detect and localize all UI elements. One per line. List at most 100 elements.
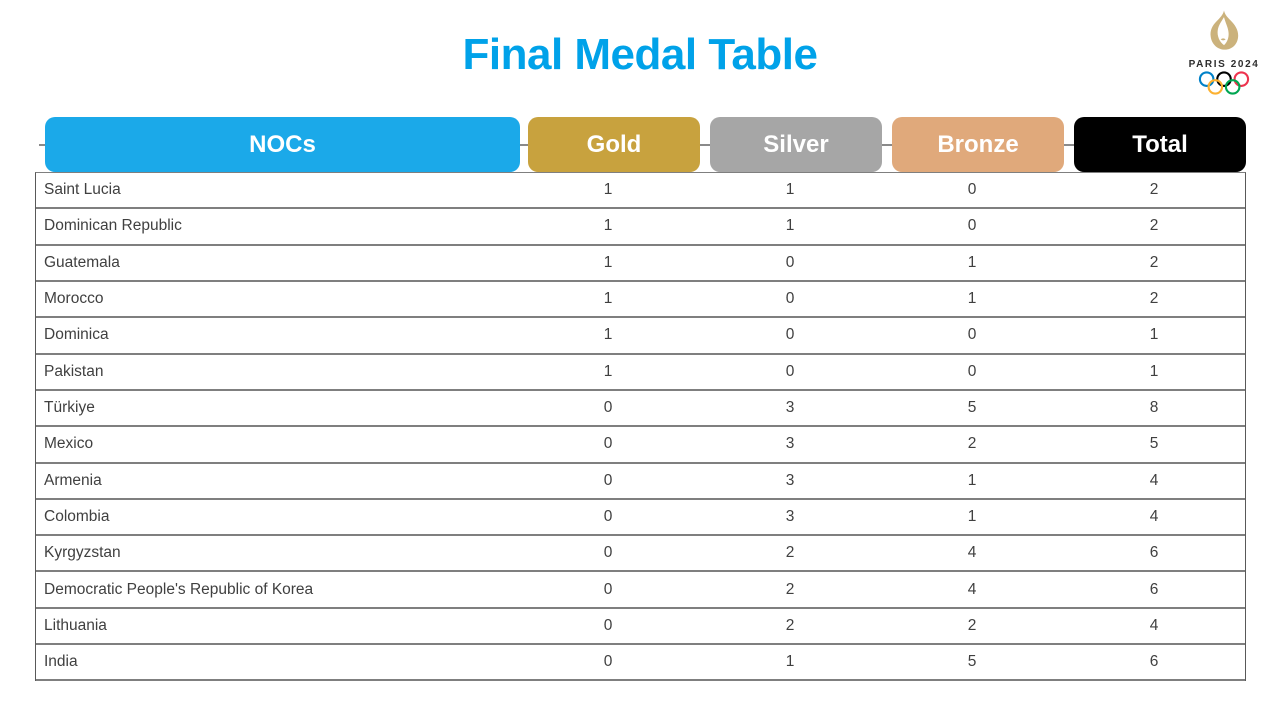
- table-row: Armenia 0 3 1 4: [36, 463, 1245, 500]
- cell-noc-name: Mexico: [44, 435, 94, 453]
- cell-gold-count: 0: [603, 544, 613, 562]
- header-cell-gold: Gold: [518, 117, 700, 172]
- cell-silver-count: 3: [785, 399, 795, 417]
- header-cell-bronze: Bronze: [882, 117, 1064, 172]
- cell-silver-count: 0: [785, 362, 795, 380]
- cell-bronze-count: 0: [967, 217, 977, 235]
- cell-total-count: 6: [1149, 544, 1159, 562]
- paris-2024-logo: PARIS 2024: [1182, 8, 1266, 97]
- cell-bronze-count: 1: [967, 290, 977, 308]
- cell-noc-name: Lithuania: [44, 616, 107, 634]
- cell-total-count: 2: [1149, 290, 1159, 308]
- paris-2024-flame-emblem-icon: [1210, 10, 1239, 50]
- cell-total-count: 2: [1149, 181, 1159, 199]
- header-silver: Silver: [710, 117, 882, 172]
- cell-bronze-count: 1: [967, 471, 977, 489]
- table-row: Democratic People's Republic of Korea 0 …: [36, 572, 1245, 609]
- cell-gold-count: 1: [603, 253, 613, 271]
- cell-total-count: 4: [1149, 616, 1159, 634]
- cell-bronze-count: 5: [967, 399, 977, 417]
- header-bronze: Bronze: [892, 117, 1064, 172]
- cell-gold-count: 0: [603, 580, 613, 598]
- cell-bronze-count: 4: [967, 544, 977, 562]
- table-row: Kyrgyzstan 0 2 4 6: [36, 536, 1245, 573]
- table-row: Dominican Republic 1 1 0 2: [36, 209, 1245, 246]
- cell-silver-count: 0: [785, 326, 795, 344]
- header-gold: Gold: [528, 117, 700, 172]
- table-row: Türkiye 0 3 5 8: [36, 390, 1245, 428]
- cell-gold-count: 0: [603, 435, 613, 453]
- cell-total-count: 1: [1149, 362, 1159, 380]
- cell-gold-count: 1: [603, 326, 613, 344]
- cell-gold-count: 1: [603, 181, 613, 199]
- cell-noc-name: Colombia: [44, 507, 110, 525]
- cell-silver-count: 1: [785, 653, 795, 671]
- cell-total-count: 4: [1149, 471, 1159, 489]
- cell-silver-count: 3: [785, 507, 795, 525]
- cell-silver-count: 1: [785, 181, 795, 199]
- cell-bronze-count: 1: [967, 253, 977, 271]
- cell-silver-count: 0: [785, 290, 795, 308]
- header-cell-total: Total: [1064, 117, 1246, 172]
- cell-silver-count: 0: [785, 253, 795, 271]
- cell-total-count: 2: [1149, 217, 1159, 235]
- table-row: Saint Lucia 1 1 0 2: [36, 173, 1245, 210]
- cell-silver-count: 2: [785, 616, 795, 634]
- cell-total-count: 2: [1149, 253, 1159, 271]
- cell-total-count: 5: [1149, 435, 1159, 453]
- cell-bronze-count: 0: [967, 181, 977, 199]
- cell-total-count: 6: [1149, 580, 1159, 598]
- cell-silver-count: 3: [785, 435, 795, 453]
- cell-bronze-count: 4: [967, 580, 977, 598]
- cell-gold-count: 1: [603, 217, 613, 235]
- cell-bronze-count: 2: [967, 435, 977, 453]
- header-nocs: NOCs: [45, 117, 520, 172]
- table-row: Morocco 1 0 1 2: [36, 281, 1245, 319]
- cell-gold-count: 0: [603, 471, 613, 489]
- cell-bronze-count: 0: [967, 326, 977, 344]
- cell-noc-name: Türkiye: [44, 399, 95, 417]
- page-title: Final Medal Table: [462, 30, 818, 79]
- cell-total-count: 8: [1149, 399, 1159, 417]
- cell-gold-count: 0: [603, 399, 613, 417]
- cell-silver-count: 2: [785, 580, 795, 598]
- cell-gold-count: 0: [603, 653, 613, 671]
- cell-gold-count: 1: [603, 362, 613, 380]
- table-header-row: NOCs Gold Silver Bronze Total: [35, 117, 1246, 172]
- header-total: Total: [1074, 117, 1246, 172]
- cell-noc-name: Morocco: [44, 290, 104, 308]
- medal-table: NOCs Gold Silver Bronze Total Saint Luci…: [35, 117, 1246, 682]
- cell-noc-name: India: [44, 653, 78, 671]
- table-row: Mexico 0 3 2 5: [36, 427, 1245, 464]
- cell-noc-name: Kyrgyzstan: [44, 544, 121, 562]
- cell-bronze-count: 0: [967, 362, 977, 380]
- cell-bronze-count: 2: [967, 616, 977, 634]
- cell-gold-count: 0: [603, 507, 613, 525]
- header-cell-nocs: NOCs: [35, 117, 520, 172]
- table-body: Saint Lucia 1 1 0 2 Dominican Republic 1…: [35, 172, 1246, 682]
- olympic-rings-icon: [1198, 71, 1250, 95]
- cell-gold-count: 1: [603, 290, 613, 308]
- cell-silver-count: 2: [785, 544, 795, 562]
- header-cell-silver: Silver: [700, 117, 882, 172]
- cell-total-count: 4: [1149, 507, 1159, 525]
- table-row: Dominica 1 0 0 1: [36, 318, 1245, 355]
- cell-gold-count: 0: [603, 616, 613, 634]
- cell-total-count: 1: [1149, 326, 1159, 344]
- table-row: Colombia 0 3 1 4: [36, 499, 1245, 537]
- paris-2024-wordmark: PARIS 2024: [1188, 59, 1260, 70]
- cell-bronze-count: 5: [967, 653, 977, 671]
- cell-noc-name: Pakistan: [44, 362, 104, 380]
- cell-noc-name: Dominican Republic: [44, 217, 182, 235]
- cell-total-count: 6: [1149, 653, 1159, 671]
- cell-silver-count: 3: [785, 471, 795, 489]
- cell-silver-count: 1: [785, 217, 795, 235]
- table-row: Pakistan 1 0 0 1: [36, 354, 1245, 391]
- cell-bronze-count: 1: [967, 507, 977, 525]
- table-row: India 0 1 5 6: [36, 645, 1245, 682]
- table-row: Guatemala 1 0 1 2: [36, 245, 1245, 282]
- cell-noc-name: Democratic People's Republic of Korea: [44, 580, 314, 598]
- cell-noc-name: Saint Lucia: [44, 181, 121, 199]
- table-row: Lithuania 0 2 2 4: [36, 608, 1245, 646]
